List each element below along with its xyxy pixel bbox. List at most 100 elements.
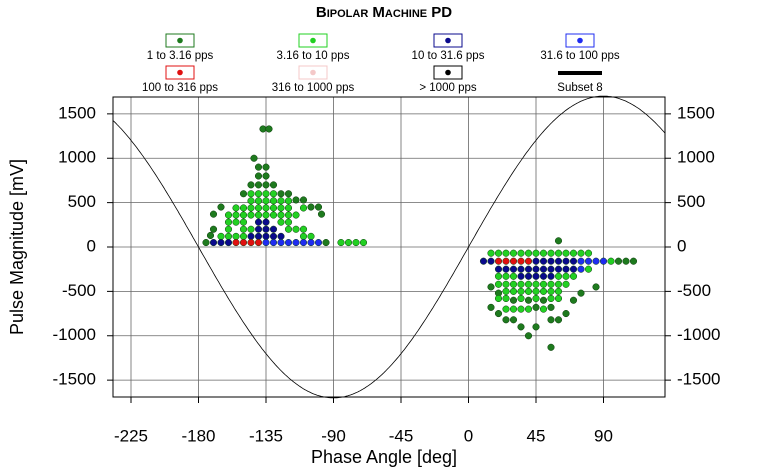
data-point <box>254 197 263 205</box>
data-point <box>539 257 548 265</box>
data-point <box>277 204 285 212</box>
data-point <box>232 232 240 240</box>
data-point <box>509 296 518 304</box>
data-point <box>524 249 533 257</box>
legend-label: 316 to 1000 pps <box>272 82 355 94</box>
data-point <box>539 296 548 304</box>
data-point <box>224 225 233 233</box>
data-point <box>307 239 315 247</box>
data-point <box>292 211 300 219</box>
data-point <box>554 249 563 257</box>
data-point <box>262 172 270 180</box>
data-point <box>547 280 555 288</box>
y-tick-label: -1500 <box>53 370 96 389</box>
data-point <box>592 257 600 265</box>
legend-marker <box>445 37 451 44</box>
data-point <box>554 287 563 295</box>
data-point <box>509 272 518 280</box>
data-point <box>269 197 278 205</box>
data-point <box>202 239 210 247</box>
data-point <box>494 310 503 318</box>
y-tick-label: 0 <box>87 236 96 255</box>
data-point <box>502 316 510 324</box>
data-point <box>517 287 525 295</box>
data-point <box>569 249 578 257</box>
plot-frame <box>112 96 666 398</box>
data-point <box>547 265 555 273</box>
data-point <box>239 218 248 226</box>
legend-marker <box>177 69 183 76</box>
y-tick-label: 1000 <box>58 148 96 167</box>
data-point <box>524 257 533 265</box>
data-point <box>262 232 270 240</box>
data-point <box>532 257 540 265</box>
data-point <box>254 172 263 180</box>
data-point <box>322 239 330 247</box>
legend-marker <box>310 37 316 44</box>
data-point <box>539 249 548 257</box>
data-point <box>262 218 270 226</box>
data-point <box>584 257 593 265</box>
x-tick-label: 90 <box>594 426 613 445</box>
data-point <box>292 239 300 247</box>
data-point <box>532 287 540 295</box>
data-point <box>502 265 510 273</box>
data-point <box>269 204 278 212</box>
data-point <box>569 265 578 273</box>
data-point <box>292 225 300 233</box>
data-point <box>224 211 233 219</box>
data-point <box>494 280 503 288</box>
data-point <box>517 280 525 288</box>
data-point <box>299 239 308 247</box>
reference-curve <box>112 95 666 399</box>
data-point <box>487 303 495 311</box>
data-point <box>232 211 240 219</box>
data-point <box>502 272 510 280</box>
data-point <box>277 190 285 198</box>
data-point <box>307 203 315 211</box>
data-point <box>254 190 263 198</box>
data-point <box>239 211 248 219</box>
data-point <box>539 265 548 273</box>
data-point <box>250 154 258 162</box>
legend-marker <box>445 69 451 76</box>
data-point <box>524 265 533 273</box>
data-point <box>247 197 255 205</box>
legend-label: 10 to 31.6 pps <box>412 50 485 62</box>
data-point <box>539 287 548 295</box>
data-point <box>277 239 285 247</box>
data-point <box>562 257 570 265</box>
data-point <box>224 239 233 247</box>
data-point <box>209 210 218 218</box>
data-point <box>247 225 255 233</box>
data-point <box>314 203 323 211</box>
data-point <box>547 294 555 303</box>
data-point <box>509 249 518 257</box>
data-point <box>577 257 585 265</box>
data-point <box>554 294 563 303</box>
data-point <box>239 190 248 198</box>
data-point <box>247 239 255 247</box>
data-point <box>592 283 600 291</box>
data-point <box>299 232 308 240</box>
data-point <box>509 257 518 265</box>
data-point <box>524 332 533 340</box>
data-point <box>232 239 240 247</box>
x-tick-label: -180 <box>181 426 215 445</box>
legend-marker <box>177 37 183 44</box>
data-point <box>317 210 326 218</box>
legend-label: > 1000 pps <box>419 82 476 94</box>
data-point <box>562 280 570 288</box>
data-point <box>284 211 293 219</box>
data-point <box>217 232 225 240</box>
data-point <box>577 249 585 257</box>
legend-label: Subset 8 <box>557 82 602 94</box>
data-point <box>547 316 555 324</box>
y-tick-label: -1000 <box>53 325 96 344</box>
legend-marker <box>577 37 583 44</box>
data-point <box>562 310 570 318</box>
data-point <box>509 280 518 288</box>
data-point <box>532 280 540 288</box>
data-point <box>224 218 233 226</box>
data-point <box>284 197 293 205</box>
